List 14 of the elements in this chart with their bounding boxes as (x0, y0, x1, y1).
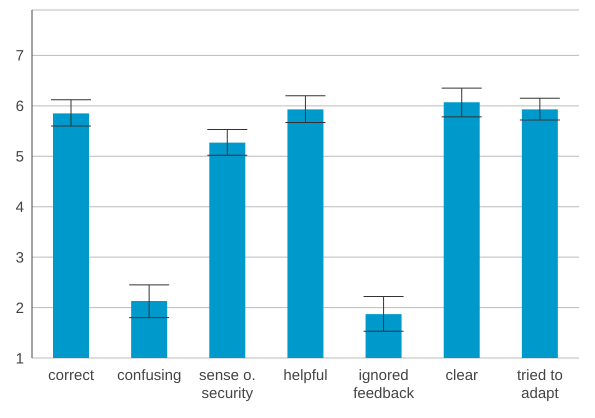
x-tick-label: sense o. security (199, 367, 256, 402)
y-tick-label: 3 (16, 249, 24, 266)
y-tick-label: 5 (16, 148, 24, 166)
x-tick-label: clear (446, 367, 478, 384)
x-tick-label: helpful (283, 367, 328, 384)
y-tick-label: 6 (16, 98, 24, 116)
x-tick-label: correct (48, 367, 95, 384)
x-tick-label: ignored feedback (353, 367, 415, 402)
x-tick-label: tried to adapt (517, 367, 563, 402)
y-tick-label: 1 (16, 350, 24, 368)
y-tick-label: 7 (16, 48, 24, 65)
y-tick-label: 2 (16, 300, 24, 317)
y-tick-label: 4 (16, 199, 24, 216)
x-tick-label: confusing (117, 367, 182, 384)
